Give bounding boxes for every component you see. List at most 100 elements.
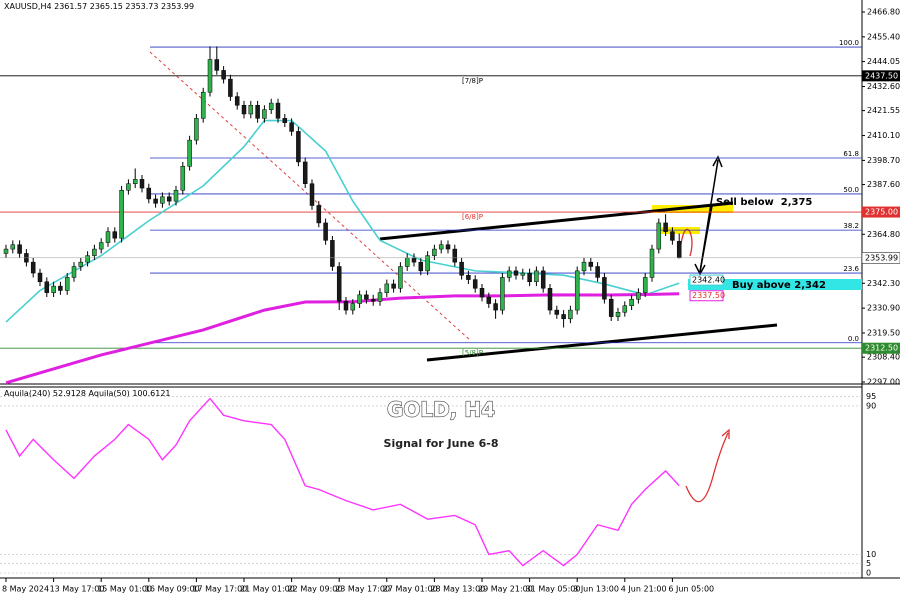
ma-label: 2337.50 bbox=[692, 291, 725, 300]
fib-label: 50.0 bbox=[843, 186, 859, 194]
indicator-value: 52.9128 bbox=[53, 389, 86, 398]
candle-body bbox=[452, 248, 458, 263]
x-tick-label: 16 May 09:00 bbox=[145, 585, 200, 594]
indicator-header: Aquila(240) 52.9128 Aquila(50) 100.6121 bbox=[4, 389, 171, 398]
open: 2361.57 bbox=[54, 2, 87, 11]
arrow-up bbox=[699, 159, 719, 273]
candle-body bbox=[58, 285, 63, 291]
candle-body bbox=[146, 187, 152, 200]
candle-body bbox=[268, 102, 274, 110]
candle-body bbox=[187, 139, 192, 167]
y-tick-label: 2455.40 bbox=[867, 32, 900, 41]
candle-body bbox=[241, 105, 247, 115]
candle-body bbox=[479, 288, 485, 298]
candle-body bbox=[404, 257, 410, 267]
candle-body bbox=[64, 277, 70, 291]
x-tick-label: 17 May 17:00 bbox=[192, 585, 247, 594]
candle-body bbox=[316, 205, 322, 224]
level-box bbox=[862, 70, 900, 82]
candle-body bbox=[98, 242, 104, 250]
y-tick-label: 2421.55 bbox=[867, 106, 900, 115]
candle-body bbox=[561, 314, 566, 320]
candle-body bbox=[262, 109, 267, 119]
y-tick-label: 2297.00 bbox=[867, 378, 900, 387]
candle-body bbox=[336, 266, 342, 302]
indicator-name: Aquila(240) bbox=[4, 389, 50, 398]
level-box bbox=[862, 206, 900, 218]
candle-body bbox=[377, 292, 383, 302]
x-tick-label: 4 Jun 21:00 bbox=[621, 585, 667, 594]
candle-body bbox=[500, 277, 505, 311]
indicator-line bbox=[5, 397, 680, 567]
sell-annotation: Sell below 2,375 bbox=[716, 197, 812, 208]
candle-body bbox=[3, 248, 9, 254]
high: 2365.15 bbox=[90, 2, 123, 11]
candle-body bbox=[418, 261, 424, 272]
candle-body bbox=[466, 274, 471, 280]
low: 2353.73 bbox=[125, 2, 158, 11]
red-arc bbox=[679, 228, 693, 257]
indicator-tick-label: 10 bbox=[866, 550, 876, 559]
last-price-label: 2353.99 bbox=[865, 253, 898, 262]
candle-body bbox=[221, 70, 226, 80]
candle-body bbox=[248, 105, 254, 115]
indicator-tick-label: 5 bbox=[866, 559, 871, 568]
channel-top bbox=[379, 201, 734, 241]
x-tick-label: 27 May 01:00 bbox=[383, 585, 438, 594]
fib-label: 38.2 bbox=[843, 222, 859, 230]
candle-body bbox=[330, 240, 335, 267]
candle-body bbox=[37, 272, 43, 283]
candle-body bbox=[234, 96, 240, 106]
candle-body bbox=[425, 255, 430, 272]
level-tag: [7/8]P bbox=[462, 77, 483, 85]
level-box bbox=[862, 342, 900, 354]
candle-body bbox=[166, 196, 172, 202]
candle-body bbox=[411, 257, 417, 263]
ma-label: 2342.40 bbox=[692, 276, 725, 285]
y-tick-label: 2330.90 bbox=[867, 304, 900, 313]
candle-body bbox=[357, 294, 362, 304]
candle-body bbox=[581, 261, 587, 272]
candle-body bbox=[112, 231, 118, 239]
x-tick-label: 23 May 17:00 bbox=[335, 585, 390, 594]
y-tick-label: 2432.60 bbox=[867, 82, 900, 91]
candle-body bbox=[343, 301, 349, 311]
candle-body bbox=[200, 91, 206, 119]
x-tick-label: 3 Jun 13:00 bbox=[573, 585, 619, 594]
candle-body bbox=[432, 248, 437, 256]
arrowhead bbox=[712, 155, 723, 168]
x-tick-label: 28 May 13:00 bbox=[430, 585, 485, 594]
candle-body bbox=[296, 131, 301, 163]
candle-body bbox=[92, 248, 97, 256]
candle-body bbox=[119, 189, 124, 239]
chart-subtitle: Signal for June 6-8 bbox=[384, 437, 499, 450]
candle-body bbox=[547, 288, 553, 311]
candle-body bbox=[534, 270, 539, 283]
fib-label: 100.0 bbox=[839, 39, 859, 47]
indicator-name: Aquila(50) bbox=[89, 389, 130, 398]
y-tick-label: 2398.70 bbox=[867, 156, 900, 165]
candle-body bbox=[207, 59, 213, 93]
candle-body bbox=[10, 244, 16, 250]
x-tick-label: 21 May 01:00 bbox=[240, 585, 295, 594]
candle-body bbox=[615, 312, 621, 317]
candle-body bbox=[486, 296, 492, 304]
candle-body bbox=[656, 222, 662, 250]
candle-body bbox=[17, 244, 22, 254]
candle-body bbox=[255, 105, 260, 119]
sell-zone bbox=[652, 205, 733, 213]
buy-annotation: Buy above 2,342 bbox=[732, 280, 826, 291]
indicator-tick-label: 0 bbox=[866, 569, 871, 578]
indicator-tick-label: 95 bbox=[866, 392, 876, 401]
candle-body bbox=[602, 277, 607, 300]
level-label: 2437.50 bbox=[865, 71, 898, 80]
candle-body bbox=[282, 118, 288, 123]
ma-label-box bbox=[689, 290, 724, 302]
candle-body bbox=[472, 279, 478, 289]
candle-body bbox=[459, 261, 464, 276]
candle-body bbox=[132, 179, 138, 184]
candle-body bbox=[139, 179, 145, 189]
y-tick-label: 2466.80 bbox=[867, 8, 900, 17]
x-tick-label: 6 Jun 05:00 bbox=[668, 585, 714, 594]
